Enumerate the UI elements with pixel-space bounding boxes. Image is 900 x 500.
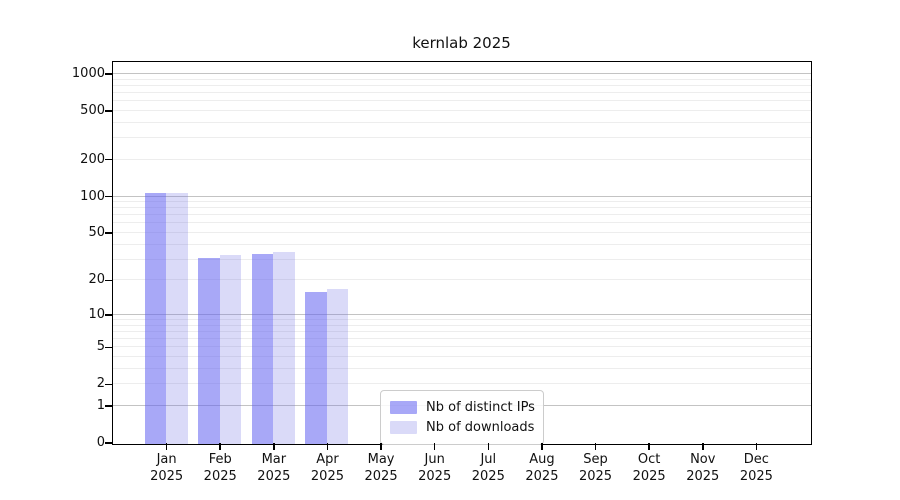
plot-area: [111, 60, 812, 445]
x-axis-tick-label: Jun 2025: [418, 452, 452, 484]
y-axis-tick-label: 500: [80, 102, 105, 118]
bar-downloads: [219, 255, 242, 444]
gridline-minor: [112, 330, 811, 332]
gridline-decade: [112, 195, 811, 197]
gridline-minor: [112, 121, 811, 123]
gridline-minor: [112, 92, 811, 94]
x-tick-mark: [648, 443, 650, 450]
y-tick-mark: [105, 73, 113, 75]
y-tick-mark: [105, 110, 113, 112]
bar-distinct-ips: [198, 258, 220, 444]
y-axis-tick-label: 0: [96, 435, 105, 450]
gridline-minor: [112, 367, 811, 369]
gridline-minor: [112, 324, 811, 326]
gridline-minor: [112, 338, 811, 340]
y-axis-tick-label: 100: [80, 188, 105, 204]
x-axis-tick-label: Dec 2025: [739, 452, 773, 484]
legend-label-downloads: Nb of downloads: [426, 420, 535, 435]
bar-distinct-ips: [144, 193, 167, 444]
x-axis-tick-label: Apr 2025: [310, 452, 344, 484]
gridline-minor: [112, 231, 811, 233]
y-tick-mark: [105, 195, 113, 198]
chart-title: kernlab 2025: [412, 34, 511, 52]
y-axis-tick-label: 2: [96, 376, 105, 392]
x-tick-mark: [273, 443, 275, 450]
x-axis-tick-label: Mar 2025: [257, 452, 291, 484]
bar-distinct-ips: [251, 253, 274, 444]
x-axis-tick-label: Jan 2025: [150, 452, 184, 484]
y-axis-tick-label: 1: [96, 397, 105, 413]
x-tick-mark: [541, 443, 543, 450]
x-tick-mark: [755, 443, 758, 450]
x-axis-tick-label: Nov 2025: [686, 452, 720, 484]
gridline-minor: [112, 214, 811, 216]
y-axis-tick-label: 10: [88, 306, 105, 322]
gridline-minor: [112, 258, 811, 260]
y-axis-tick-label: 50: [88, 224, 105, 240]
y-tick-mark: [105, 383, 113, 386]
x-tick-mark: [165, 443, 168, 450]
x-tick-mark: [219, 443, 221, 450]
legend-item-distinct-ips: Nb of distinct IPs: [390, 398, 535, 417]
bar-downloads: [273, 252, 295, 444]
x-tick-mark: [326, 443, 329, 450]
gridline-minor: [112, 222, 811, 224]
bar-distinct-ips: [305, 292, 327, 444]
y-tick-mark: [105, 279, 113, 282]
gridline-minor: [112, 356, 811, 358]
x-axis-tick-label: Aug 2025: [525, 452, 559, 484]
gridline-minor: [112, 158, 811, 160]
bar-downloads: [326, 289, 349, 444]
y-axis-tick-label: 5: [96, 339, 105, 355]
x-tick-mark: [487, 443, 490, 450]
y-tick-mark: [105, 346, 113, 349]
gridline-minor: [112, 201, 811, 203]
legend-item-downloads: Nb of downloads: [390, 418, 534, 437]
legend: Nb of distinct IPs Nb of downloads: [380, 390, 544, 445]
legend-swatch-downloads: [390, 421, 417, 434]
x-axis-tick-label: Jul 2025: [471, 452, 505, 484]
y-axis-tick-label: 200: [80, 151, 105, 167]
x-axis-tick-label: Sep 2025: [578, 452, 613, 484]
gridline-decade: [112, 73, 811, 74]
legend-swatch-distinct-ips: [390, 401, 417, 414]
x-tick-mark: [433, 443, 436, 450]
gridline-minor: [112, 383, 811, 385]
gridline-minor: [112, 109, 811, 111]
x-tick-mark: [702, 443, 704, 450]
x-tick-mark: [380, 443, 382, 450]
gridline-minor: [112, 279, 811, 281]
gridline-minor: [112, 346, 811, 348]
y-tick-mark: [105, 405, 113, 407]
gridline-minor: [112, 319, 811, 321]
y-tick-mark: [105, 442, 113, 444]
y-tick-mark: [105, 314, 113, 316]
gridline-minor: [112, 78, 811, 80]
y-tick-mark: [105, 158, 113, 161]
legend-label-distinct-ips: Nb of distinct IPs: [426, 400, 535, 415]
y-axis-tick-label: 1000: [71, 66, 105, 81]
x-axis-tick-label: Feb 2025: [203, 452, 237, 484]
gridline-minor: [112, 137, 811, 139]
x-axis-tick-label: Oct 2025: [632, 452, 666, 484]
gridline-minor: [112, 100, 811, 102]
bar-downloads: [166, 192, 188, 444]
x-tick-mark: [594, 443, 597, 450]
y-tick-mark: [105, 232, 113, 234]
gridline-minor: [112, 243, 811, 245]
x-axis-tick-label: May 2025: [364, 452, 398, 484]
gridline-decade: [112, 313, 811, 315]
gridline-minor: [112, 207, 811, 209]
gridline-minor: [112, 84, 811, 86]
y-axis-tick-label: 20: [88, 272, 105, 288]
